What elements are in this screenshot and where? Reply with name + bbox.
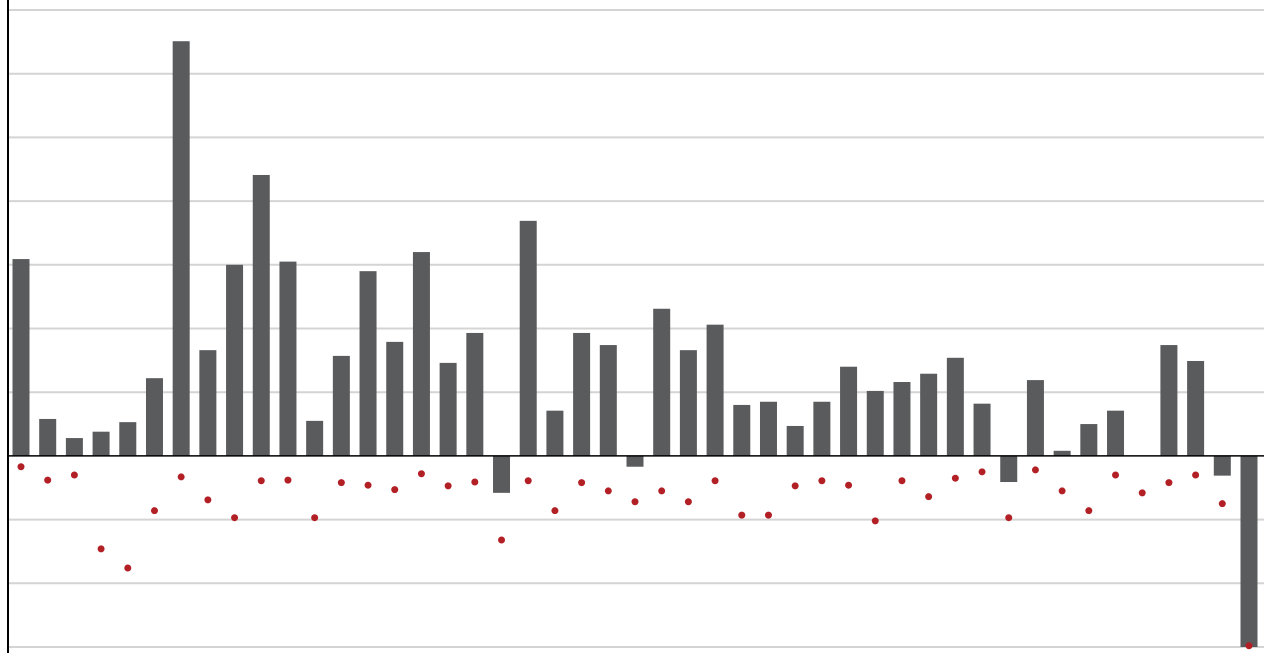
data-point bbox=[70, 471, 78, 479]
bar bbox=[973, 403, 991, 456]
data-point bbox=[1058, 487, 1066, 495]
bar bbox=[679, 350, 697, 456]
bar bbox=[252, 174, 270, 456]
data-point bbox=[231, 514, 239, 522]
data-point bbox=[524, 477, 532, 485]
bar bbox=[226, 264, 244, 456]
data-point bbox=[284, 476, 292, 484]
bar bbox=[546, 410, 564, 456]
axes bbox=[7, 0, 1264, 653]
bar bbox=[199, 350, 217, 456]
bar bbox=[1026, 380, 1044, 456]
bar bbox=[519, 220, 537, 456]
bar bbox=[92, 431, 110, 456]
data-point bbox=[150, 507, 158, 515]
bar bbox=[866, 390, 884, 456]
data-point bbox=[578, 479, 586, 487]
bar bbox=[306, 420, 324, 456]
bar bbox=[946, 357, 964, 456]
bar bbox=[1053, 450, 1071, 456]
bar bbox=[145, 378, 163, 456]
data-point bbox=[44, 476, 52, 484]
data-point bbox=[337, 479, 345, 487]
bar bbox=[653, 308, 671, 456]
bar bbox=[1000, 455, 1018, 483]
data-point bbox=[391, 486, 399, 494]
bar bbox=[573, 332, 591, 456]
bar bbox=[813, 401, 831, 456]
data-point bbox=[471, 478, 479, 486]
bar bbox=[1240, 455, 1258, 647]
data-point bbox=[444, 482, 452, 490]
data-point bbox=[845, 481, 853, 489]
data-point bbox=[1112, 471, 1120, 479]
bar bbox=[786, 425, 804, 456]
data-point bbox=[1085, 507, 1093, 515]
bar bbox=[1080, 424, 1098, 456]
point-series bbox=[17, 463, 1253, 650]
bar bbox=[12, 259, 30, 456]
data-point bbox=[604, 487, 612, 495]
data-point bbox=[818, 477, 826, 485]
bar bbox=[1107, 410, 1125, 456]
data-point bbox=[684, 498, 692, 506]
bar bbox=[493, 455, 511, 493]
data-point bbox=[711, 477, 719, 485]
bar bbox=[626, 455, 644, 467]
bar bbox=[386, 341, 404, 456]
data-point bbox=[311, 514, 319, 522]
data-point bbox=[631, 498, 639, 506]
bar bbox=[439, 362, 457, 456]
data-point bbox=[791, 482, 799, 490]
data-point bbox=[124, 564, 132, 572]
data-point bbox=[551, 507, 559, 515]
bar bbox=[759, 401, 777, 456]
bar bbox=[119, 422, 137, 456]
bar bbox=[172, 41, 190, 456]
data-point bbox=[925, 493, 933, 501]
data-point bbox=[1005, 514, 1013, 522]
bar bbox=[840, 366, 858, 456]
bar bbox=[920, 373, 938, 456]
data-point bbox=[1138, 489, 1146, 497]
data-point bbox=[364, 481, 372, 489]
data-point bbox=[658, 487, 666, 495]
bar bbox=[599, 345, 617, 456]
data-point bbox=[257, 477, 265, 485]
data-point bbox=[17, 463, 25, 471]
bar bbox=[412, 252, 430, 456]
bar bbox=[279, 261, 297, 456]
bar bbox=[1213, 455, 1231, 476]
data-point bbox=[177, 473, 185, 481]
data-point bbox=[417, 470, 425, 478]
bar bbox=[733, 404, 751, 456]
data-point bbox=[898, 477, 906, 485]
data-point bbox=[764, 511, 772, 519]
bar bbox=[1187, 360, 1205, 456]
data-point bbox=[1218, 500, 1226, 508]
bar bbox=[466, 332, 484, 456]
data-point bbox=[1245, 642, 1253, 650]
data-point bbox=[738, 511, 746, 519]
data-point bbox=[871, 517, 879, 525]
bar bbox=[706, 324, 724, 456]
data-point bbox=[498, 536, 506, 544]
data-point bbox=[1031, 466, 1039, 474]
bar bbox=[1160, 345, 1178, 456]
bar bbox=[65, 438, 83, 456]
data-point bbox=[951, 474, 959, 482]
data-point bbox=[204, 496, 212, 504]
bar bbox=[893, 382, 911, 456]
data-point bbox=[978, 468, 986, 476]
bar-series bbox=[12, 41, 1258, 647]
bar bbox=[359, 271, 377, 456]
bar bbox=[332, 355, 350, 456]
data-point bbox=[1192, 471, 1200, 479]
gridlines bbox=[8, 9, 1264, 648]
data-point bbox=[97, 545, 105, 553]
bar bbox=[39, 418, 57, 456]
data-point bbox=[1165, 479, 1173, 487]
